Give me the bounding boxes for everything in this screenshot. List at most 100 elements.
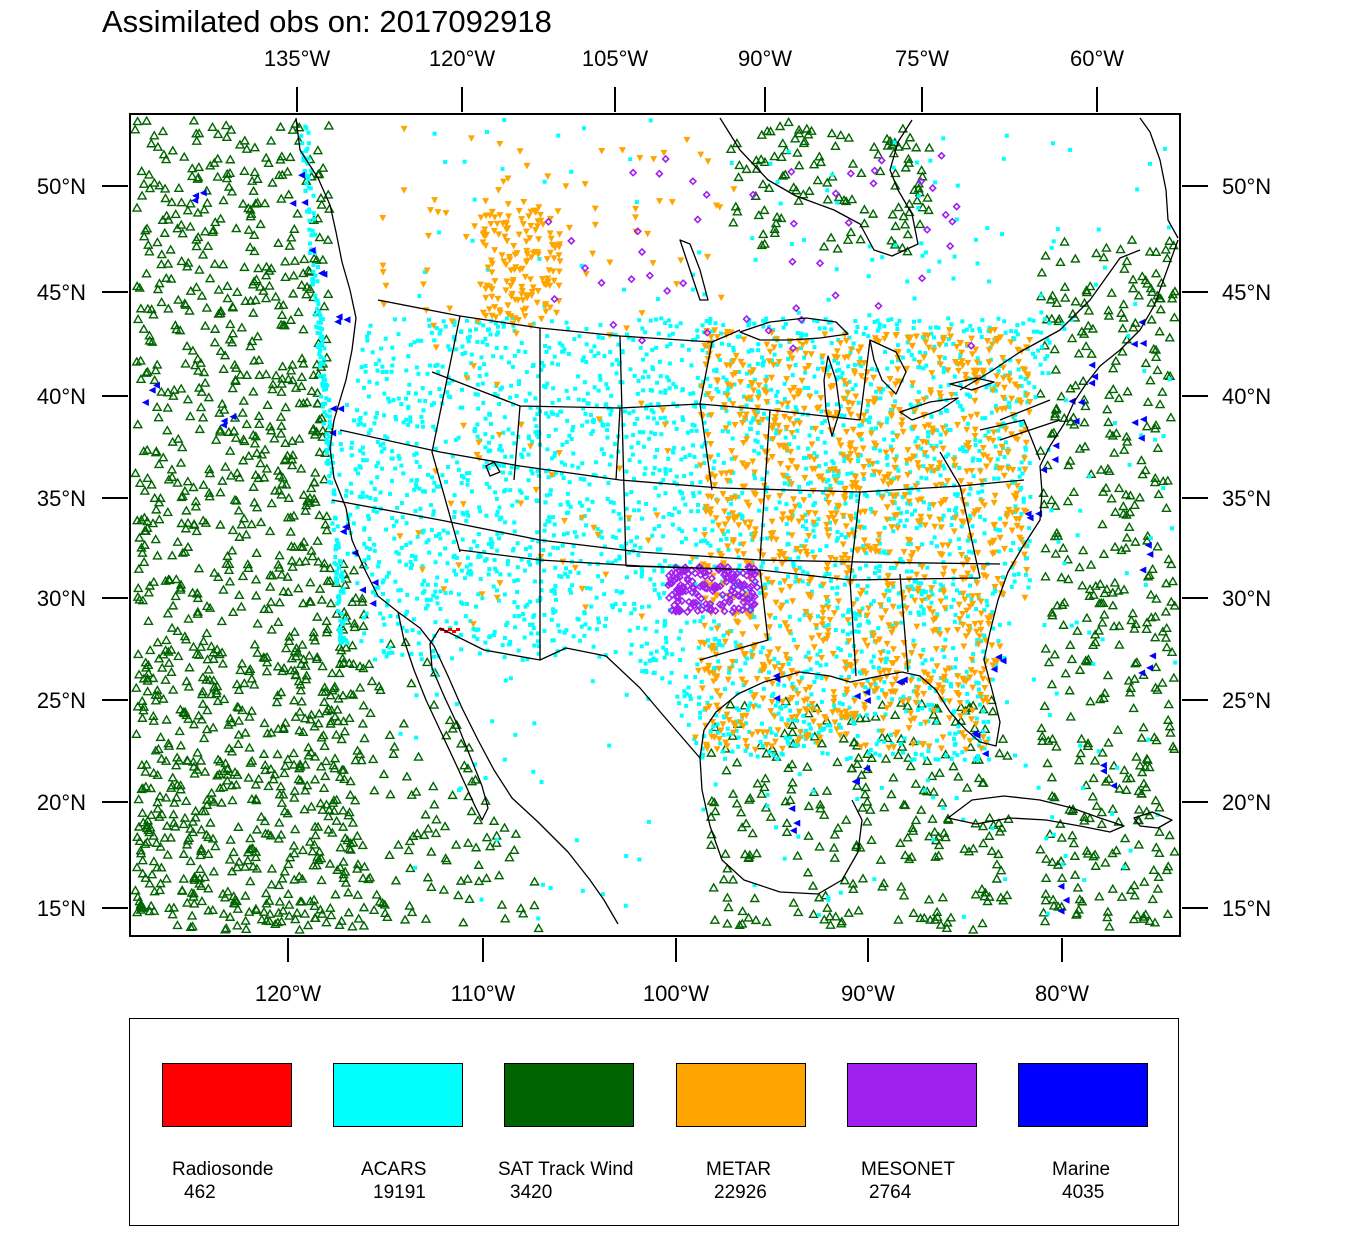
- acars-ob: [823, 317, 828, 322]
- sat-track-wind-ob: [473, 876, 485, 886]
- acars-ob: [882, 680, 887, 685]
- acars-ob: [868, 748, 873, 753]
- sat-track-wind-ob: [312, 611, 323, 621]
- acars-ob: [381, 616, 386, 621]
- sat-track-wind-ob: [188, 482, 199, 492]
- acars-ob: [611, 500, 616, 505]
- acars-ob: [874, 565, 879, 570]
- sat-track-wind-ob: [793, 160, 805, 170]
- acars-ob: [871, 446, 876, 451]
- acars-ob: [701, 404, 706, 409]
- acars-ob: [890, 741, 895, 746]
- sat-track-wind-ob: [266, 498, 278, 508]
- acars-ob: [635, 416, 640, 421]
- sat-track-wind-ob: [240, 727, 251, 737]
- sat-track-wind-ob: [295, 679, 306, 689]
- acars-ob: [788, 478, 793, 483]
- sat-track-wind-ob: [1081, 845, 1093, 855]
- acars-ob: [835, 536, 840, 541]
- sat-track-wind-ob: [319, 740, 330, 750]
- acars-ob: [775, 399, 780, 404]
- sat-track-wind-ob: [1037, 731, 1048, 741]
- acars-ob: [452, 322, 457, 327]
- acars-ob: [886, 318, 891, 323]
- acars-ob: [786, 574, 791, 579]
- acars-ob: [570, 551, 575, 556]
- acars-ob: [852, 667, 857, 672]
- sat-track-wind-ob: [1122, 386, 1133, 396]
- acars-ob: [802, 237, 807, 242]
- sat-track-wind-ob: [1101, 242, 1112, 252]
- sat-track-wind-ob: [830, 140, 841, 150]
- sat-track-wind-ob: [1129, 880, 1140, 890]
- acars-ob: [736, 735, 741, 740]
- sat-track-wind-ob: [245, 204, 256, 214]
- sat-track-wind-ob: [181, 755, 193, 765]
- acars-ob: [855, 583, 860, 588]
- acars-ob: [351, 418, 356, 423]
- acars-ob: [645, 415, 650, 420]
- acars-ob: [605, 435, 610, 440]
- acars-ob: [528, 405, 533, 410]
- acars-ob: [643, 330, 648, 335]
- acars-ob: [761, 686, 766, 691]
- acars-ob: [686, 347, 691, 352]
- map-content: [130, 115, 1180, 934]
- sat-track-wind-ob: [185, 823, 196, 833]
- sat-track-wind-ob: [172, 477, 183, 487]
- acars-ob: [734, 719, 739, 724]
- acars-ob: [758, 650, 763, 655]
- sat-track-wind-ob: [212, 770, 223, 780]
- sat-track-wind-ob: [318, 696, 330, 706]
- sat-track-wind-ob: [935, 919, 947, 929]
- acars-ob: [684, 703, 689, 708]
- acars-ob: [820, 360, 825, 365]
- acars-ob: [413, 865, 418, 870]
- acars-ob: [477, 320, 482, 325]
- acars-ob: [431, 654, 436, 659]
- acars-ob: [413, 508, 418, 513]
- acars-ob: [797, 772, 802, 777]
- acars-ob: [909, 594, 914, 599]
- acars-ob: [876, 738, 881, 743]
- acars-ob: [1025, 544, 1030, 549]
- sat-track-wind-ob: [422, 823, 434, 833]
- acars-ob: [814, 390, 819, 395]
- sat-track-wind-ob: [174, 325, 186, 335]
- sat-track-wind-ob: [287, 561, 298, 571]
- acars-ob: [856, 459, 861, 464]
- acars-ob: [1050, 141, 1055, 146]
- acars-ob: [797, 484, 802, 489]
- acars-ob: [381, 649, 386, 654]
- sat-track-wind-ob: [839, 875, 850, 885]
- sat-track-wind-ob: [148, 309, 159, 319]
- acars-ob: [375, 411, 380, 416]
- acars-ob: [895, 343, 900, 348]
- acars-ob: [552, 454, 557, 459]
- acars-ob: [750, 537, 755, 542]
- acars-ob: [637, 430, 642, 435]
- acars-ob: [665, 344, 670, 349]
- acars-ob: [769, 387, 774, 392]
- acars-ob: [734, 728, 739, 733]
- sat-track-wind-ob: [1121, 784, 1132, 795]
- acars-ob: [758, 739, 763, 744]
- acars-ob: [833, 563, 838, 568]
- acars-ob: [390, 650, 395, 655]
- acars-ob: [737, 334, 742, 339]
- acars-ob: [649, 430, 654, 435]
- sat-track-wind-ob: [1138, 913, 1149, 923]
- acars-ob: [345, 551, 350, 556]
- acars-ob: [624, 854, 629, 859]
- acars-ob: [428, 597, 433, 602]
- sat-track-wind-ob: [158, 149, 170, 159]
- sat-track-wind-ob: [1136, 767, 1148, 777]
- acars-ob: [404, 417, 409, 422]
- acars-ob: [519, 490, 524, 495]
- sat-track-wind-ob: [294, 398, 305, 408]
- sat-track-wind-ob: [1072, 882, 1084, 892]
- sat-track-wind-ob: [168, 809, 179, 819]
- acars-ob: [418, 506, 423, 511]
- acars-ob: [696, 503, 701, 508]
